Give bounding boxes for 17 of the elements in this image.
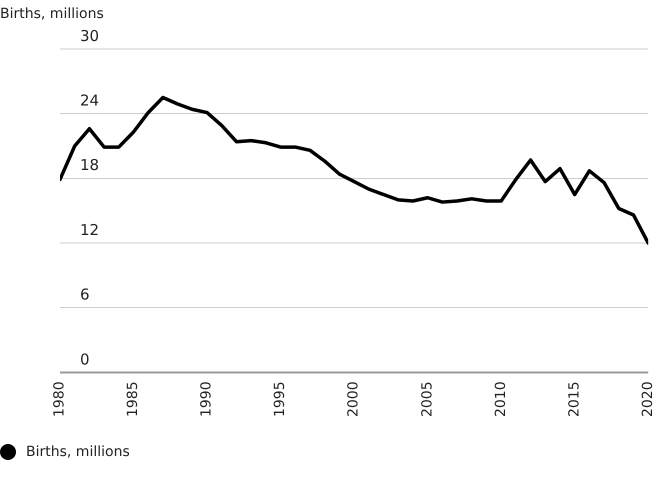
x-tick-label: 1980 xyxy=(52,381,68,418)
y-axis-title: Births, millions xyxy=(0,6,104,22)
y-tick-label: 6 xyxy=(80,286,90,304)
y-tick-label: 0 xyxy=(80,350,90,368)
x-tick-label: 2005 xyxy=(419,381,436,418)
x-tick-label: 2015 xyxy=(566,381,582,418)
x-tick-label: 1985 xyxy=(125,381,142,418)
legend-label: Births, millions xyxy=(26,444,130,460)
x-tick-label: 1990 xyxy=(198,381,215,418)
y-tick-label: 18 xyxy=(80,156,100,174)
y-tick-label: 12 xyxy=(80,220,100,239)
x-tick-label: 2000 xyxy=(346,381,362,418)
y-tick-label: 24 xyxy=(80,92,100,110)
x-tick-label: 2010 xyxy=(492,381,509,418)
y-tick-label: 30 xyxy=(80,26,100,45)
x-tick-label: 1995 xyxy=(272,381,288,418)
x-tick-label: 2020 xyxy=(640,381,656,418)
